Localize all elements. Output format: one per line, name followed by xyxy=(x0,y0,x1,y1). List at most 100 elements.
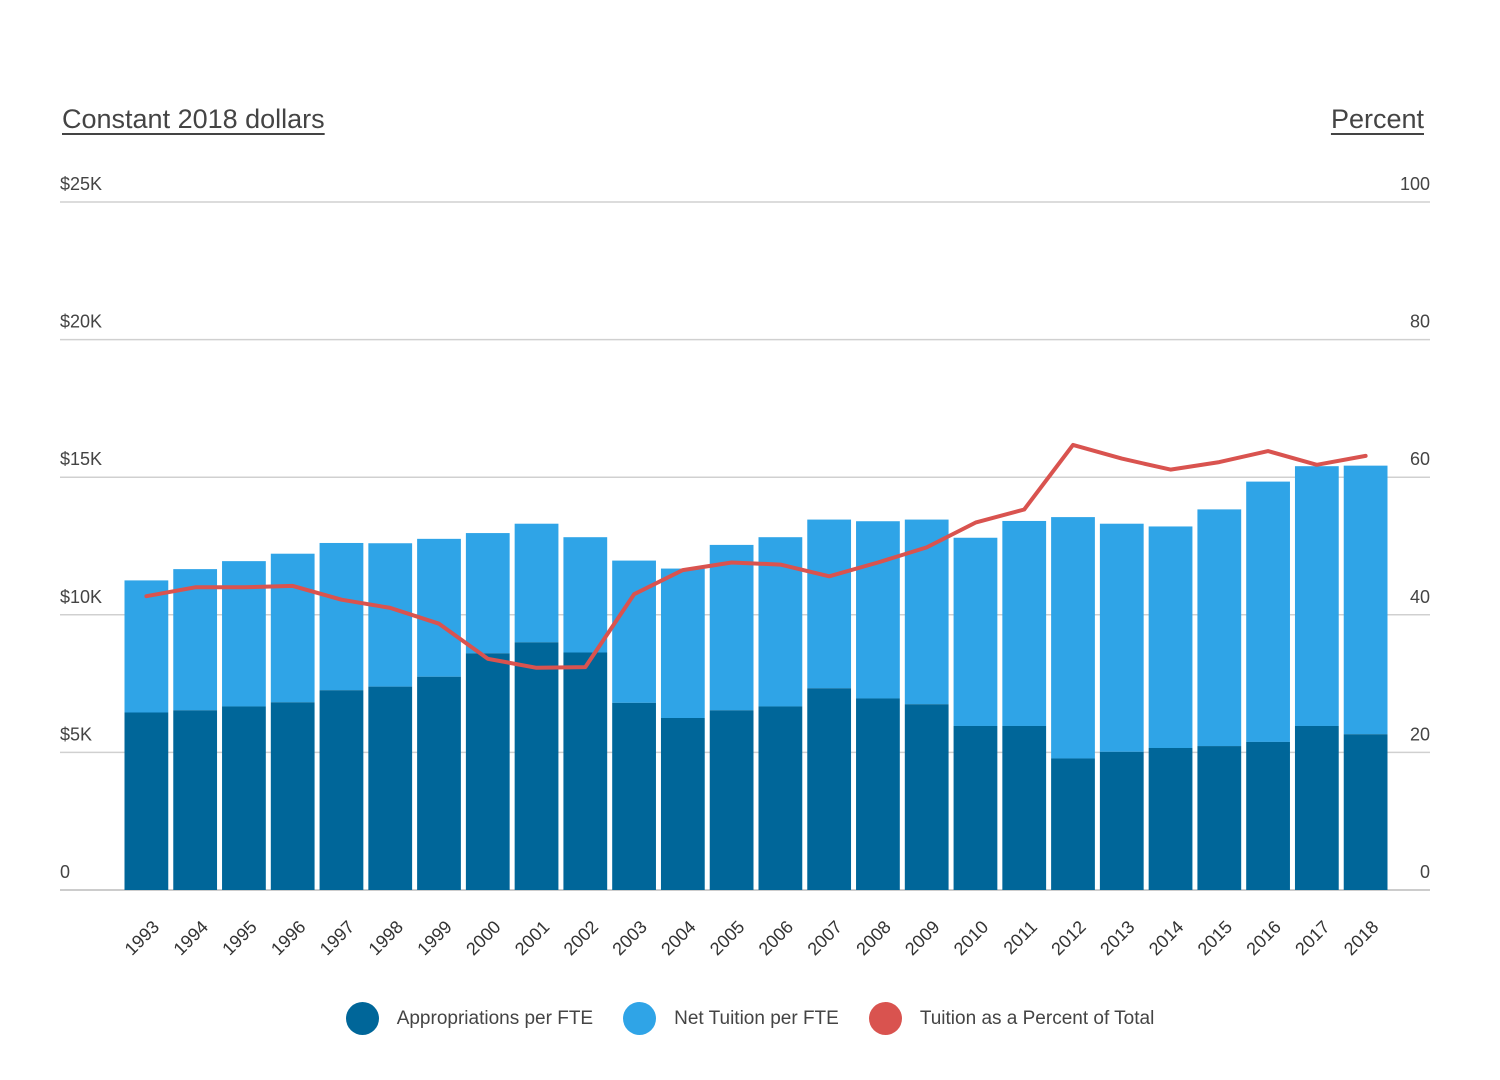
bar-appropriations-2015[interactable] xyxy=(1197,746,1242,890)
x-tick-label-1997: 1997 xyxy=(316,917,358,959)
bar-appropriations-2007[interactable] xyxy=(807,688,852,890)
left-tick-label: $25K xyxy=(60,174,102,194)
bar-appropriations-2018[interactable] xyxy=(1343,734,1388,890)
x-tick-label-1993: 1993 xyxy=(121,917,163,959)
bar-net-tuition-2000[interactable] xyxy=(465,533,510,654)
x-tick-label-2003: 2003 xyxy=(608,917,650,959)
x-tick-label-2016: 2016 xyxy=(1242,917,1284,959)
bar-appropriations-2001[interactable] xyxy=(514,642,559,890)
legend-swatch-net-tuition xyxy=(623,1002,657,1035)
x-tick-label-2009: 2009 xyxy=(901,917,943,959)
x-axis-ticks: 1993 1994 1995 1996 1997 1998 1999 2000 2001 2002… xyxy=(121,917,1383,959)
bar-net-tuition-2012[interactable] xyxy=(1051,517,1095,759)
bar-net-tuition-2005[interactable] xyxy=(709,544,754,711)
percent-line xyxy=(144,442,1368,670)
x-tick-label-2005: 2005 xyxy=(706,917,748,959)
bar-appropriations-2014[interactable] xyxy=(1148,747,1193,890)
bar-appropriations-2009[interactable] xyxy=(904,704,949,890)
bar-net-tuition-2014[interactable] xyxy=(1148,526,1193,748)
line-tuition-percent[interactable] xyxy=(144,442,1368,670)
x-tick-label-2018: 2018 xyxy=(1340,917,1382,959)
legend-item-net-tuition[interactable]: Net Tuition per FTE xyxy=(623,1002,839,1035)
x-tick-label-2017: 2017 xyxy=(1291,917,1333,959)
right-tick-label: 20 xyxy=(1410,724,1430,744)
legend: Appropriations per FTE Net Tuition per F… xyxy=(0,1002,1500,1035)
bar-appropriations-2017[interactable] xyxy=(1294,725,1339,890)
legend-label-appropriations: Appropriations per FTE xyxy=(396,1007,594,1029)
bars xyxy=(124,465,1388,890)
left-axis-title: Constant 2018 dollars xyxy=(62,104,325,134)
bar-appropriations-2010[interactable] xyxy=(953,725,998,890)
bar-net-tuition-1999[interactable] xyxy=(417,538,461,677)
bar-appropriations-1999[interactable] xyxy=(417,676,461,890)
x-tick-label-2007: 2007 xyxy=(804,917,846,959)
bar-appropriations-1998[interactable] xyxy=(368,686,413,890)
right-tick-label: 100 xyxy=(1400,174,1430,194)
right-tick-label: 80 xyxy=(1410,312,1430,332)
bar-appropriations-2003[interactable] xyxy=(612,702,656,890)
bar-net-tuition-2017[interactable] xyxy=(1294,466,1339,726)
bar-net-tuition-1996[interactable] xyxy=(270,553,315,703)
bar-net-tuition-1997[interactable] xyxy=(319,542,364,691)
bar-appropriations-2002[interactable] xyxy=(563,652,608,890)
x-tick-label-2015: 2015 xyxy=(1194,917,1236,959)
x-tick-label-2014: 2014 xyxy=(1145,917,1187,959)
legend-item-tuition-percent[interactable]: Tuition as a Percent of Total xyxy=(868,1002,1155,1035)
bar-net-tuition-2001[interactable] xyxy=(514,523,559,643)
bar-appropriations-2008[interactable] xyxy=(856,698,900,890)
x-tick-label-2008: 2008 xyxy=(852,917,894,959)
bar-appropriations-2013[interactable] xyxy=(1099,751,1144,890)
x-tick-label-2006: 2006 xyxy=(755,917,797,959)
x-tick-label-1994: 1994 xyxy=(170,917,212,959)
bar-appropriations-1997[interactable] xyxy=(319,690,364,890)
bar-appropriations-2011[interactable] xyxy=(1002,725,1047,890)
left-tick-label: 0 xyxy=(60,862,70,882)
bar-net-tuition-1994[interactable] xyxy=(173,569,218,711)
bar-appropriations-2016[interactable] xyxy=(1246,741,1290,890)
x-tick-label-2012: 2012 xyxy=(1047,917,1089,959)
x-tick-label-1999: 1999 xyxy=(413,917,455,959)
bar-net-tuition-1993[interactable] xyxy=(124,580,169,713)
right-tick-label: 0 xyxy=(1420,862,1430,882)
left-tick-label: $5K xyxy=(60,724,92,744)
bar-appropriations-1993[interactable] xyxy=(124,712,169,890)
bar-appropriations-2006[interactable] xyxy=(758,706,803,890)
bar-net-tuition-1998[interactable] xyxy=(368,543,413,687)
legend-label-net-tuition: Net Tuition per FTE xyxy=(674,1007,839,1029)
legend-item-appropriations[interactable]: Appropriations per FTE xyxy=(345,1002,594,1035)
bar-net-tuition-2013[interactable] xyxy=(1099,523,1144,752)
y-axis-ticks: 0 $5K $10K $15K $20K $25K 0 20 40 60 80 100 xyxy=(60,174,1430,882)
bar-net-tuition-2002[interactable] xyxy=(563,537,608,653)
bar-net-tuition-1995[interactable] xyxy=(222,561,266,707)
x-tick-label-2011: 2011 xyxy=(1000,917,1042,959)
x-tick-label-2004: 2004 xyxy=(657,917,699,959)
bar-net-tuition-2015[interactable] xyxy=(1197,509,1242,747)
bar-net-tuition-2007[interactable] xyxy=(807,519,852,689)
right-axis-title: Percent xyxy=(1330,104,1424,134)
bar-appropriations-1995[interactable] xyxy=(222,706,266,890)
right-tick-label: 60 xyxy=(1410,449,1430,469)
bar-appropriations-1994[interactable] xyxy=(173,710,218,890)
legend-swatch-appropriations xyxy=(345,1002,379,1035)
bar-appropriations-1996[interactable] xyxy=(270,702,315,890)
bar-appropriations-2000[interactable] xyxy=(465,653,510,890)
left-tick-label: $15K xyxy=(60,449,102,469)
left-tick-label: $20K xyxy=(60,312,102,332)
bar-net-tuition-2011[interactable] xyxy=(1002,520,1047,726)
bar-net-tuition-2010[interactable] xyxy=(953,537,998,726)
legend-label-tuition-percent: Tuition as a Percent of Total xyxy=(919,1007,1155,1029)
x-tick-label-1998: 1998 xyxy=(365,917,407,959)
x-tick-label-2001: 2001 xyxy=(511,917,553,959)
bar-net-tuition-2016[interactable] xyxy=(1246,481,1290,742)
bar-net-tuition-2008[interactable] xyxy=(856,521,900,699)
bar-net-tuition-2003[interactable] xyxy=(612,560,656,703)
bar-net-tuition-2004[interactable] xyxy=(660,568,705,718)
x-tick-label-2000: 2000 xyxy=(462,917,504,959)
bar-appropriations-2012[interactable] xyxy=(1051,758,1095,890)
bar-appropriations-2004[interactable] xyxy=(660,718,705,890)
bar-net-tuition-2018[interactable] xyxy=(1343,465,1388,735)
bar-appropriations-2005[interactable] xyxy=(709,710,754,890)
x-tick-label-2010: 2010 xyxy=(950,917,992,959)
